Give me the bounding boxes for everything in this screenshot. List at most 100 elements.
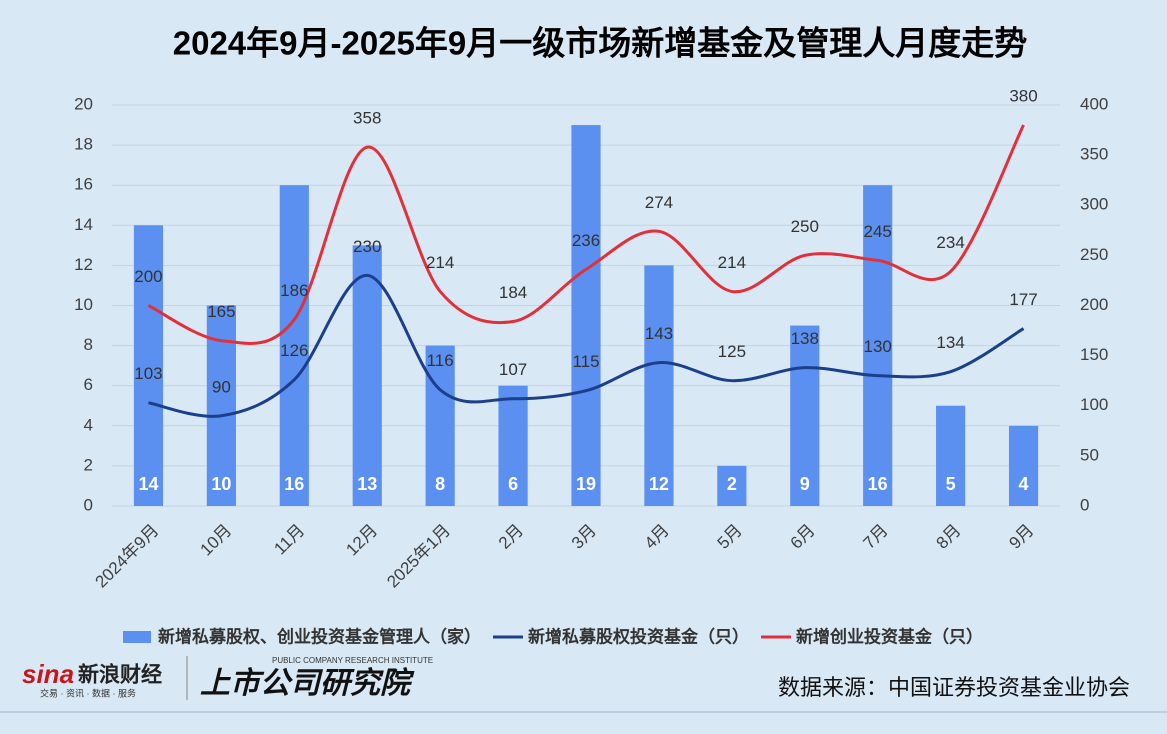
data-label: 138 [791,329,819,348]
data-label: 214 [426,253,454,272]
bar [133,225,164,507]
data-label: 236 [572,231,600,250]
bar [498,385,528,506]
bar [425,345,455,506]
data-label: 134 [936,333,964,352]
footer: sina 新浪财经 交易 · 资讯 · 数据 · 服务 PUBLIC COMPA… [0,656,1167,713]
data-label: 380 [1009,87,1037,106]
bar [936,405,966,506]
x-tick-label: 10月 [197,521,236,560]
y2-tick-label: 300 [1080,195,1108,214]
x-tick-label: 9月 [1005,521,1037,553]
data-label: 234 [936,233,964,252]
source: 数据来源：中国证券投资基金业协会 [778,675,1130,700]
bar [1008,425,1039,506]
data-label: 115 [572,352,599,371]
data-label: 200 [134,267,162,286]
legend-label: 新增私募股权、创业投资基金管理人（家） [158,626,481,646]
x-tick-label: 2月 [495,521,527,553]
y-tick-label: 8 [84,335,93,354]
logo-name: 新浪财经 [78,663,162,687]
y-tick-label: 10 [74,295,93,314]
data-label: 103 [134,364,162,383]
bar-label: 16 [868,474,888,494]
y2-tick-label: 150 [1080,345,1108,364]
x-tick-label: 3月 [568,521,600,553]
y-tick-label: 0 [84,495,93,514]
y-tick-label: 6 [84,375,93,394]
bar-label: 2 [727,474,737,494]
line [148,273,1025,418]
y2-tick-label: 250 [1080,245,1108,264]
bar-label: 8 [435,474,445,494]
data-label: 184 [499,283,527,302]
line [147,124,1025,345]
y-tick-label: 18 [74,135,93,154]
bar [863,185,893,506]
data-label: 143 [645,324,673,343]
institute-en: PUBLIC COMPANY RESEARCH INSTITUTE [272,656,433,665]
y-tick-label: 12 [74,255,93,274]
bar-label: 6 [508,474,518,494]
x-tick-label: 5月 [714,521,746,553]
y2-tick-label: 350 [1080,145,1108,164]
x-tick-label: 11月 [270,521,308,559]
y2-tick-label: 400 [1080,94,1108,113]
bar-label: 5 [946,474,956,494]
data-label: 214 [718,253,746,272]
legend-label: 新增创业投资基金（只） [796,626,983,646]
bar [571,125,601,507]
data-label: 126 [280,341,308,360]
data-label: 245 [864,222,892,241]
x-tick-label: 6月 [787,521,819,553]
x-tick-label: 7月 [860,521,892,553]
bar [279,185,309,506]
y-tick-label: 20 [74,94,93,113]
data-label: 116 [427,351,454,370]
x-tick-label: 12月 [342,521,381,560]
y2-tick-label: 0 [1080,495,1089,514]
x-tick-label: 8月 [932,521,964,553]
y-tick-label: 2 [84,455,93,474]
data-label: 358 [353,109,381,128]
data-label: 274 [645,193,673,212]
y-tick-label: 4 [84,415,93,434]
data-label: 186 [280,281,308,300]
bar-label: 14 [138,474,158,494]
y2-tick-label: 50 [1080,445,1099,464]
bar-label: 13 [357,474,377,494]
bar [717,465,747,506]
bar-label: 19 [576,474,596,494]
legend-label: 新增私募股权投资基金（只） [528,626,749,646]
y-tick-label: 14 [74,215,93,234]
bar-label: 9 [800,474,810,494]
data-label: 90 [212,377,231,396]
y2-tick-label: 100 [1080,395,1108,414]
data-label: 130 [864,337,892,356]
data-label: 125 [718,342,746,361]
data-label: 230 [353,237,381,256]
bar [644,265,674,506]
x-tick-label: 2025年1月 [383,521,454,592]
x-tick-label: 4月 [641,521,673,553]
x-tick-label: 2024年9月 [92,521,163,592]
logo-tagline: 交易 · 资讯 · 数据 · 服务 [40,687,136,698]
bar-label: 4 [1019,474,1029,494]
y2-tick-label: 200 [1080,295,1108,314]
data-label: 177 [1009,290,1037,309]
chart-title: 2024年9月-2025年9月一级市场新增基金及管理人月度走势 [173,25,1028,62]
data-label: 250 [791,217,819,236]
bar [352,245,382,506]
legend-swatch [123,631,151,643]
data-label: 165 [207,302,235,321]
bar-label: 12 [649,474,669,494]
bar-label: 10 [211,474,231,494]
bar-label: 16 [284,474,304,494]
y-tick-label: 16 [74,175,93,194]
bar [790,325,820,506]
data-label: 107 [499,360,527,379]
logo-mark: sina [22,659,74,689]
institute: 上市公司研究院 [200,666,415,700]
